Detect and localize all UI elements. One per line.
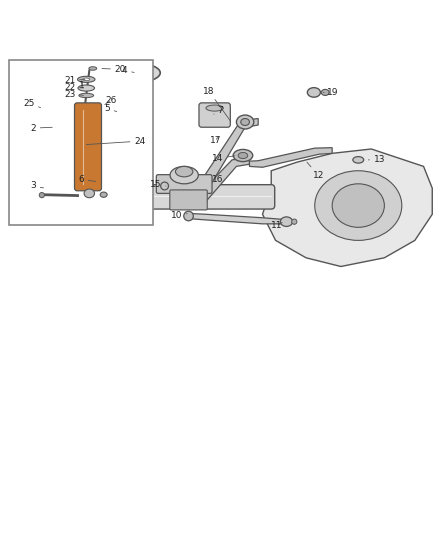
FancyBboxPatch shape [170,190,207,210]
Ellipse shape [237,115,254,129]
Ellipse shape [56,100,81,108]
Ellipse shape [56,117,81,124]
Polygon shape [188,118,258,200]
Text: 2: 2 [31,124,52,133]
Ellipse shape [307,87,321,97]
Text: 1: 1 [79,80,85,91]
Text: 10: 10 [170,211,187,220]
Text: 19: 19 [323,88,339,97]
Ellipse shape [56,133,81,141]
Ellipse shape [170,166,198,184]
Ellipse shape [100,192,107,197]
Text: 26: 26 [105,96,117,105]
Ellipse shape [353,157,364,163]
Bar [9,60,153,225]
Text: 23: 23 [64,90,84,99]
Text: 15: 15 [150,180,166,189]
FancyBboxPatch shape [33,184,275,209]
Ellipse shape [78,85,95,91]
Text: 6: 6 [78,175,96,184]
Text: 20: 20 [102,65,126,74]
Polygon shape [250,148,332,167]
Text: 13: 13 [368,156,385,164]
Ellipse shape [83,78,90,80]
Ellipse shape [56,92,81,100]
Ellipse shape [65,82,72,86]
Ellipse shape [32,187,45,207]
Ellipse shape [161,182,169,190]
Ellipse shape [280,217,293,227]
Text: 18: 18 [203,86,230,121]
Ellipse shape [241,118,250,125]
Ellipse shape [56,141,81,149]
Text: 4: 4 [122,66,134,75]
Ellipse shape [292,219,297,224]
Ellipse shape [124,68,148,78]
Text: 21: 21 [64,76,85,85]
Ellipse shape [84,189,95,198]
Text: 3: 3 [31,181,43,190]
Ellipse shape [78,76,95,83]
Ellipse shape [321,90,329,95]
Ellipse shape [42,186,53,190]
Ellipse shape [206,105,223,111]
Ellipse shape [238,152,248,158]
Ellipse shape [79,93,94,98]
Text: 24: 24 [86,136,145,146]
FancyBboxPatch shape [74,103,102,191]
Text: 7: 7 [214,106,223,115]
FancyBboxPatch shape [156,175,212,193]
Ellipse shape [332,184,385,228]
Text: 22: 22 [64,83,84,92]
Polygon shape [262,149,432,266]
Ellipse shape [56,108,81,116]
Text: 11: 11 [271,221,283,230]
FancyBboxPatch shape [199,103,230,127]
Ellipse shape [315,171,402,240]
Ellipse shape [113,80,152,87]
Text: 25: 25 [23,99,41,108]
Ellipse shape [56,125,81,132]
Ellipse shape [89,67,97,70]
Text: 16: 16 [212,171,223,184]
Ellipse shape [184,211,193,221]
Ellipse shape [56,84,81,92]
Ellipse shape [55,81,83,91]
Polygon shape [188,213,284,224]
Text: 14: 14 [212,154,235,163]
Ellipse shape [176,166,193,177]
Text: 5: 5 [104,104,117,113]
Ellipse shape [233,149,253,161]
Text: 12: 12 [307,162,324,180]
Polygon shape [188,158,250,206]
Ellipse shape [113,154,152,161]
Ellipse shape [113,63,160,83]
Text: 17: 17 [210,136,221,145]
Ellipse shape [39,192,45,198]
